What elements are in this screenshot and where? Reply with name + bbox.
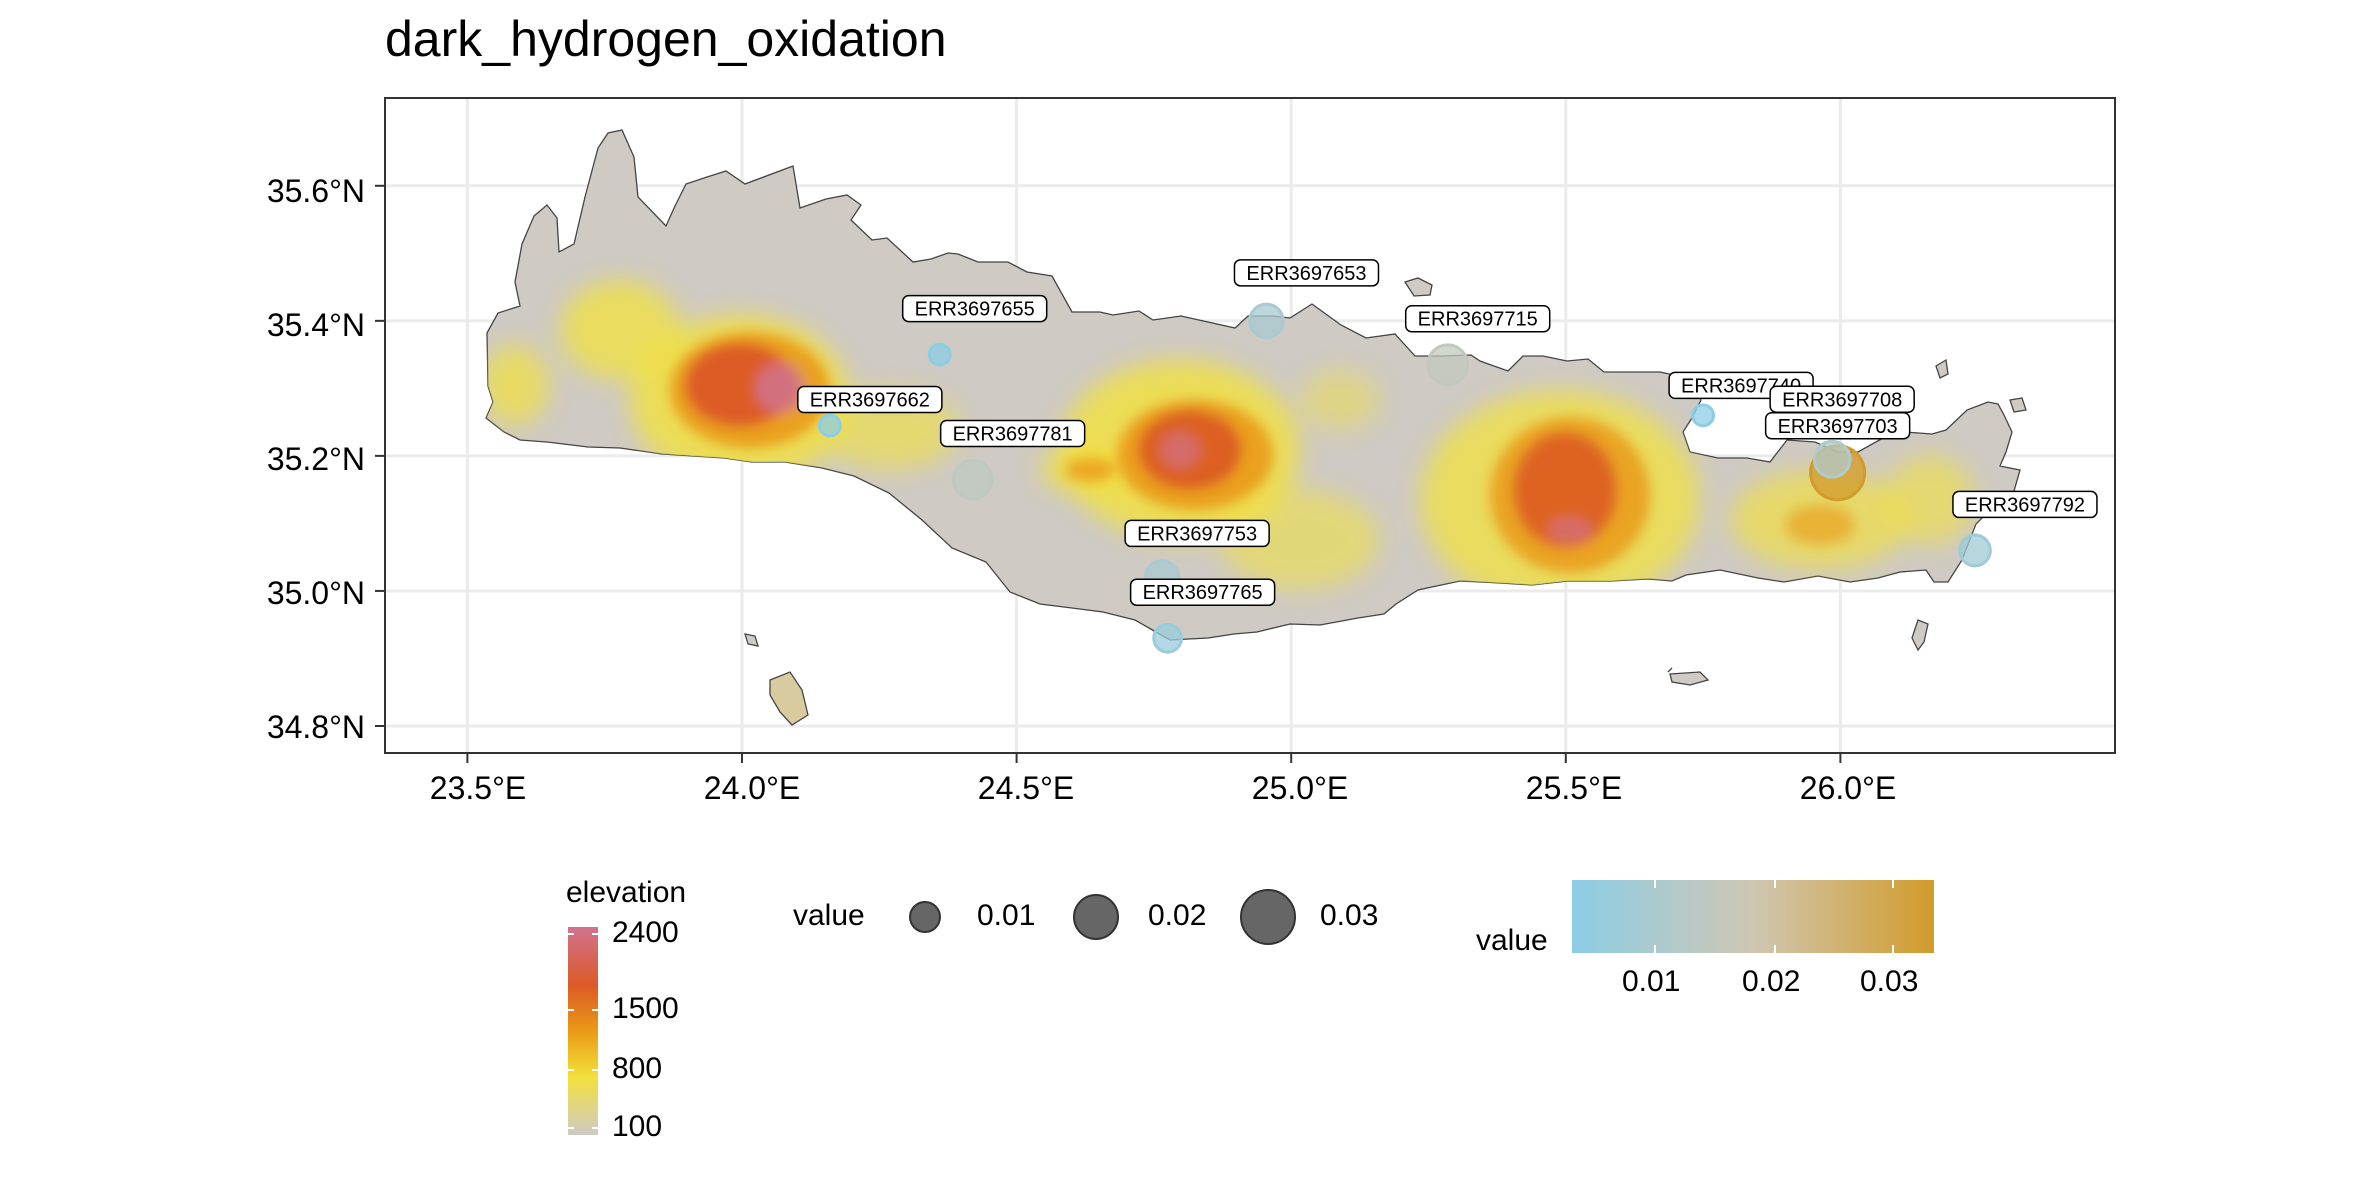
islet-gavdopoula — [744, 633, 759, 647]
sample-label-box — [1404, 304, 1551, 333]
y-tick-label: 35.4°N — [266, 307, 365, 343]
sample-label: ERR3697792 — [1952, 490, 2098, 519]
size-legend-label: 0.03 — [1320, 899, 1379, 932]
axis-ticks — [375, 184, 1842, 763]
color-legend-title: value — [1476, 924, 1548, 957]
elevation-colorbar — [568, 927, 598, 1135]
sample-label: ERR3697662 — [797, 385, 943, 414]
sample-point[interactable] — [1958, 533, 1992, 568]
sample-point[interactable] — [1691, 403, 1716, 428]
sample-label-text: ERR3697753 — [1137, 523, 1257, 545]
size-legend-title: value — [793, 899, 865, 932]
islet-gavdos — [769, 671, 809, 726]
sample-label: ERR3697781 — [939, 419, 1086, 448]
islet-dionysades-2 — [2009, 397, 2027, 413]
sample-label-text: ERR3697708 — [1782, 389, 1902, 411]
elevation-ticks — [568, 933, 598, 1129]
sample-label-box — [939, 419, 1086, 448]
sample-label: ERR3697655 — [901, 294, 1048, 323]
value-colorbar — [1572, 880, 1934, 953]
sample-label-box — [1952, 490, 2098, 519]
sample-point[interactable] — [1426, 343, 1470, 387]
islet-chrysi — [1669, 671, 1710, 686]
elevation-legend-label: 1500 — [612, 992, 679, 1025]
size-legend-label: 0.02 — [1148, 899, 1207, 932]
sample-point[interactable] — [1248, 302, 1285, 340]
islet-koufonisi — [1911, 619, 1929, 652]
sample-points — [817, 302, 1992, 654]
sample-label-text: ERR3697662 — [810, 390, 930, 412]
size-legend-circle-medium — [1073, 894, 1119, 940]
x-tick-label: 24.5°E — [977, 770, 1075, 806]
sample-label-text: ERR3697765 — [1143, 582, 1263, 604]
sample-label-text: ERR3697715 — [1418, 309, 1538, 331]
sample-point[interactable] — [927, 342, 952, 367]
sample-point[interactable] — [1812, 439, 1852, 479]
size-legend-circle-small — [909, 901, 941, 933]
value-colorbar-ticks — [1654, 880, 1894, 953]
elevation-legend-label: 800 — [612, 1052, 663, 1085]
color-legend-label: 0.02 — [1742, 965, 1801, 998]
sample-label-box — [1124, 519, 1270, 548]
elevation-legend-label: 100 — [612, 1110, 663, 1143]
islet-dia — [1403, 277, 1433, 297]
sample-label: ERR3697708 — [1769, 385, 1915, 414]
x-tick-label: 25.5°E — [1525, 770, 1623, 806]
sample-label: ERR3697703 — [1764, 412, 1911, 440]
sample-label: ERR3697715 — [1404, 304, 1551, 333]
y-tick-label: 34.8°N — [266, 709, 365, 745]
sample-label-box — [797, 385, 943, 414]
sample-label-box — [1233, 259, 1380, 287]
size-legend-label: 0.01 — [977, 899, 1036, 932]
x-tick-label: 26.0°E — [1799, 770, 1897, 806]
elevation-legend-title: elevation — [566, 876, 687, 909]
x-tick-label: 24.0°E — [703, 770, 801, 806]
sample-label-box — [1764, 412, 1911, 440]
sample-point[interactable] — [817, 413, 842, 438]
color-legend-label: 0.03 — [1860, 965, 1919, 998]
y-tick-label: 35.6°N — [266, 173, 365, 209]
sample-point[interactable] — [1152, 622, 1183, 654]
sample-label-text: ERR3697653 — [1246, 263, 1366, 285]
panel-border — [384, 97, 2116, 754]
map-title: dark_hydrogen_oxidation — [385, 11, 947, 67]
sample-label-box — [1129, 578, 1276, 606]
y-tick-label: 35.0°N — [266, 575, 365, 611]
size-legend-circle-large — [1240, 889, 1296, 945]
sample-label: ERR3697765 — [1129, 578, 1276, 606]
sample-label: ERR3697753 — [1124, 519, 1270, 548]
sample-label-text: ERR3697655 — [915, 299, 1035, 321]
islet-dionysades-1 — [1935, 358, 1949, 379]
elevation-legend-label: 2400 — [612, 916, 679, 949]
sample-label-text: ERR3697703 — [1778, 416, 1898, 438]
x-tick-label: 23.5°E — [429, 770, 527, 806]
sample-label: ERR3697653 — [1233, 259, 1380, 287]
sample-point[interactable] — [951, 458, 994, 501]
color-legend-label: 0.01 — [1622, 965, 1681, 998]
sample-label-box — [901, 294, 1048, 323]
y-tick-label: 35.2°N — [266, 441, 365, 477]
sample-labels: ERR3697655 ERR3697662 ERR3697781 ERR3697653… — [797, 259, 2098, 606]
sample-label-text: ERR3697781 — [953, 424, 1073, 446]
sample-label-text: ERR3697792 — [1965, 494, 2085, 516]
x-tick-label: 25.0°E — [1251, 770, 1349, 806]
